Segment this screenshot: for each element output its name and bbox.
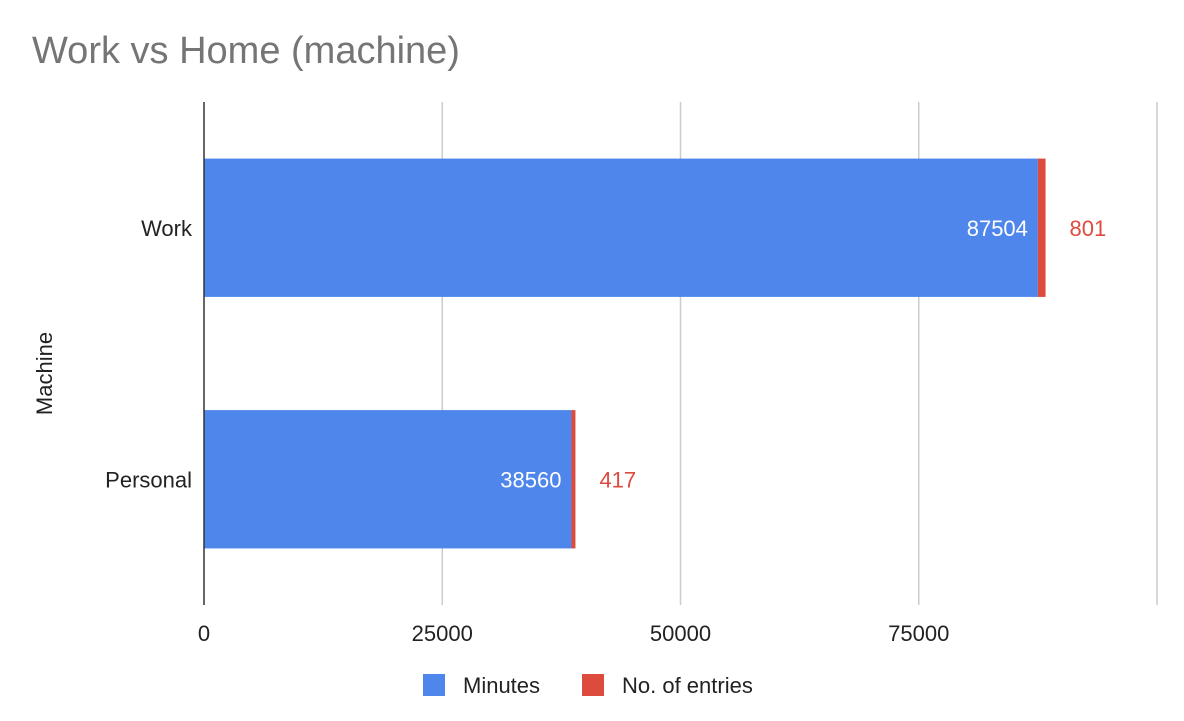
category-label: Personal <box>105 467 192 492</box>
data-label-entries: 801 <box>1070 216 1107 241</box>
bar-entries <box>571 410 576 549</box>
x-tick-label: 50000 <box>650 621 711 646</box>
bar-minutes <box>204 158 1038 297</box>
category-label: Work <box>141 216 193 241</box>
legend-swatch <box>423 674 445 696</box>
bar-entries <box>1037 158 1046 297</box>
y-axis-title: Machine <box>32 332 57 415</box>
chart-title: Work vs Home (machine) <box>32 30 460 72</box>
data-label-minutes: 87504 <box>967 216 1028 241</box>
x-tick-label: 25000 <box>412 621 473 646</box>
legend-label: No. of entries <box>622 673 753 698</box>
bar-minutes <box>204 410 572 549</box>
legend-label: Minutes <box>463 673 540 698</box>
x-tick-label: 0 <box>198 621 210 646</box>
x-tick-label: 75000 <box>888 621 949 646</box>
data-label-entries: 417 <box>599 467 636 492</box>
data-label-minutes: 38560 <box>500 467 561 492</box>
legend-swatch <box>582 674 604 696</box>
